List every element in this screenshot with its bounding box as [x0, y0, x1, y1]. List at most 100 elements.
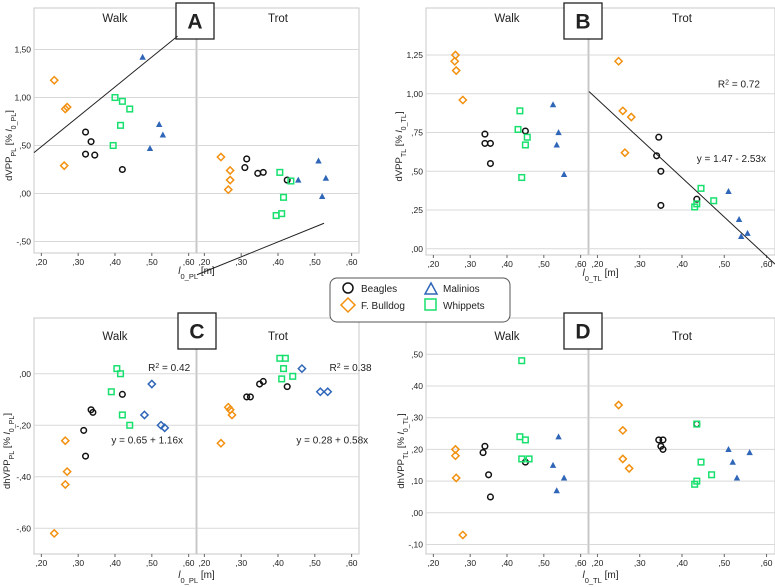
data-point-whippets: [518, 173, 526, 182]
facet-title: Walk: [102, 331, 127, 343]
facet-title: Trot: [268, 13, 289, 25]
data-point-beagles: [241, 164, 249, 172]
data-point-beagles: [259, 168, 267, 176]
data-point-malinios: [315, 387, 326, 397]
legend: Beagles Malinios F. Bulldog Whippets: [329, 277, 511, 323]
x-tick-label: ,40: [272, 558, 284, 568]
data-point-fbulldog: [626, 112, 636, 122]
x-tick-label: ,40: [676, 259, 688, 269]
data-point-malinios: [560, 171, 568, 177]
panel-frame: [196, 7, 360, 254]
data-point-malinios: [315, 157, 322, 164]
data-point-beagles: [87, 138, 95, 146]
data-point-beagles: [91, 151, 99, 159]
data-point-beagles: [659, 436, 667, 444]
y-tick-label: ,00: [19, 369, 31, 379]
x-tick-label: ,30: [235, 257, 247, 267]
series-fbulldog: [216, 402, 237, 448]
x-tick-label: ,20: [592, 558, 604, 568]
data-point-malinios: [139, 53, 146, 60]
data-point-fbulldog: [450, 56, 460, 66]
y-tick-label: ,00: [19, 188, 31, 198]
x-tick-label: ,20: [35, 257, 47, 267]
data-point-whippets: [518, 357, 526, 365]
x-tick-label: ,40: [109, 257, 121, 267]
series-fbulldog: [49, 436, 72, 539]
fit-annotation: y = 1.47 - 2.53x: [697, 154, 766, 165]
y-tick-label: 1,25: [406, 50, 423, 60]
series-whippets: [109, 93, 134, 150]
data-point-fbulldog: [60, 479, 70, 490]
y-axis-label: dVPPTL [% l0_TL]: [394, 112, 408, 182]
panel-walk: Walk ,20 ,30 ,40 ,50 ,60 ,00 ,25 ,50 ,75 1,00 1,25: [406, 7, 589, 269]
series-malinios: [139, 379, 170, 433]
y-tick-label: ,50: [411, 166, 423, 176]
y-tick-label: ,20: [411, 444, 423, 454]
data-point-fbulldog: [618, 106, 628, 116]
data-point-malinios: [733, 474, 741, 481]
data-point-malinios: [146, 144, 154, 151]
data-point-fbulldog: [618, 425, 628, 436]
series-beagles: [81, 128, 126, 174]
data-point-beagles: [254, 169, 262, 177]
data-point-beagles: [486, 493, 494, 501]
y-tick-label: ,10: [411, 476, 423, 486]
data-point-beagles: [657, 167, 665, 175]
data-point-malinios: [560, 474, 568, 481]
series-beagles: [243, 377, 291, 401]
x-tick-label: ,60: [183, 558, 195, 568]
x-tick-label: ,60: [346, 257, 358, 267]
y-tick-label: 1,50: [14, 45, 31, 55]
chart-c: Walk ,20 ,30 ,40 ,50 ,60 -,60 -,40 -,20 ,00 R2 = 0…: [2, 35, 372, 585]
legend-item-fbulldog: F. Bulldog: [339, 296, 405, 314]
fit-line: [588, 91, 775, 265]
x-axis-label: l0_TL [m]: [582, 570, 618, 585]
x-tick-label: ,40: [501, 259, 513, 269]
data-point-whippets: [697, 458, 705, 466]
series-whippets: [514, 107, 531, 182]
data-point-fbulldog: [60, 104, 70, 114]
data-point-malinios: [156, 420, 166, 430]
data-point-beagles: [283, 383, 291, 391]
data-point-fbulldog: [216, 152, 226, 162]
data-point-malinios: [323, 387, 333, 397]
x-tick-label: ,60: [761, 259, 773, 269]
data-point-beagles: [693, 195, 701, 203]
series-beagles: [655, 420, 701, 453]
data-point-whippets: [516, 107, 524, 115]
y-tick-label: ,30: [411, 413, 423, 423]
data-point-fbulldog: [49, 75, 59, 85]
x-tick-label: ,50: [309, 257, 321, 267]
x-tick-label: ,60: [346, 558, 358, 568]
data-point-malinios: [295, 176, 302, 183]
series-fbulldog: [450, 50, 468, 105]
y-axis-label: dhVPPPL [% l0_PL]: [2, 413, 16, 489]
series-fbulldog: [216, 152, 235, 195]
data-point-malinios: [555, 433, 562, 440]
data-point-beagles: [246, 393, 254, 401]
data-point-beagles: [486, 160, 494, 168]
data-point-whippets: [514, 125, 522, 134]
x-tick-label: ,20: [35, 558, 47, 568]
series-fbulldog: [450, 444, 468, 540]
data-point-fbulldog: [216, 438, 226, 448]
panel-letter-box: [177, 312, 217, 350]
data-point-malinios: [725, 446, 732, 453]
data-point-beagles: [481, 442, 489, 450]
data-point-whippets: [272, 212, 280, 220]
data-point-malinios: [147, 379, 157, 389]
y-tick-label: -,20: [16, 420, 31, 430]
fit-line: [33, 35, 178, 153]
panel-frame: [588, 7, 775, 256]
data-point-whippets: [518, 455, 526, 463]
data-point-fbulldog: [618, 454, 628, 464]
legend-item-whippets: Whippets: [424, 298, 485, 312]
data-point-beagles: [81, 452, 90, 460]
fit-annotation: R2 = 0.72: [718, 79, 760, 91]
data-point-malinios: [549, 101, 557, 108]
facet-title: Trot: [672, 331, 693, 343]
x-tick-label: ,50: [538, 558, 550, 568]
y-tick-label: ,25: [411, 205, 423, 215]
data-point-beagles: [118, 390, 126, 398]
legend-marker-malinios: [423, 281, 439, 295]
